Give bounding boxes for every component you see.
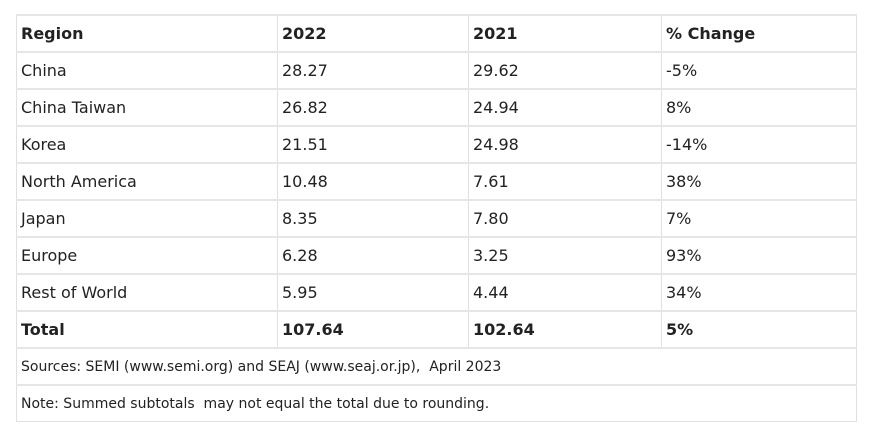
cell: Region <box>16 14 278 53</box>
cell: 7% <box>661 199 857 238</box>
total-row: Total 107.64 102.64 5% <box>16 310 857 349</box>
note-row: Sources: SEMI (www.semi.org) and SEAJ (w… <box>16 347 857 386</box>
cell: 107.64 <box>277 310 469 349</box>
data-row: North America 10.48 7.61 38% <box>16 162 857 201</box>
data-table: Region 2022 2021% Change China 28.27 29.62 -5%… <box>16 14 857 422</box>
cell: 2022 <box>277 14 469 53</box>
cell: 21.51 <box>277 125 469 164</box>
cell: 8.35 <box>277 199 469 238</box>
cell: 3.25 <box>468 236 662 275</box>
cell: 5% <box>661 310 857 349</box>
data-row: Japan 8.35 7.80 7% <box>16 199 857 238</box>
data-row: Rest of World 5.95 4.44 34% <box>16 273 857 312</box>
cell: 28.27 <box>277 51 469 90</box>
note: Note: Summed subtotals may not equal the… <box>16 384 857 422</box>
cell: % Change <box>661 14 857 53</box>
cell: 10.48 <box>277 162 469 201</box>
cell: -5% <box>661 51 857 90</box>
header-row: Region 2022 2021% Change <box>16 14 857 53</box>
data-row: Europe 6.28 3.25 93% <box>16 236 857 275</box>
table-container: Region 2022 2021% Change China 28.27 29.62 -5%… <box>16 14 857 422</box>
cell: 38% <box>661 162 857 201</box>
cell: North America <box>16 162 278 201</box>
cell: 5.95 <box>277 273 469 312</box>
data-row: China Taiwan 26.82 24.94 8% <box>16 88 857 127</box>
cell: 6.28 <box>277 236 469 275</box>
cell: 29.62 <box>468 51 662 90</box>
cell: 4.44 <box>468 273 662 312</box>
cell: -14% <box>661 125 857 164</box>
cell: 102.64 <box>468 310 662 349</box>
cell: 7.61 <box>468 162 662 201</box>
cell: 24.98 <box>468 125 662 164</box>
data-row: Korea 21.51 24.98 -14% <box>16 125 857 164</box>
cell: China <box>16 51 278 90</box>
data-row: China 28.27 29.62 -5% <box>16 51 857 90</box>
cell: Total <box>16 310 278 349</box>
cell: 2021 <box>468 14 662 53</box>
cell: 34% <box>661 273 857 312</box>
note-row: Note: Summed subtotals may not equal the… <box>16 384 857 422</box>
cell: 8% <box>661 88 857 127</box>
cell: 93% <box>661 236 857 275</box>
cell: 7.80 <box>468 199 662 238</box>
cell: Rest of World <box>16 273 278 312</box>
cell: Japan <box>16 199 278 238</box>
note: Sources: SEMI (www.semi.org) and SEAJ (w… <box>16 347 857 386</box>
cell: China Taiwan <box>16 88 278 127</box>
cell: 26.82 <box>277 88 469 127</box>
cell: Korea <box>16 125 278 164</box>
cell: 24.94 <box>468 88 662 127</box>
cell: Europe <box>16 236 278 275</box>
